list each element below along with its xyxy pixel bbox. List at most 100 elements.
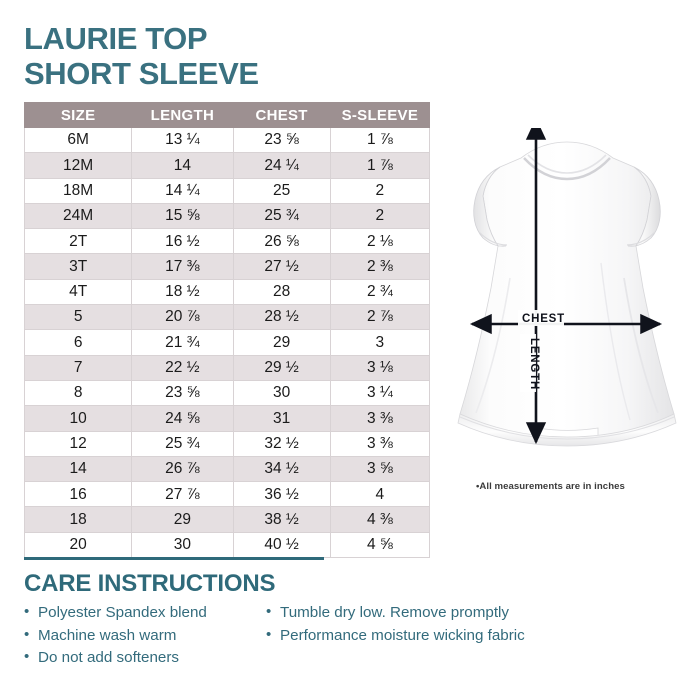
table-row: 18M 14 ¼ 25 2: [23, 177, 431, 204]
care-list-item: Tumble dry low. Remove promptly: [266, 601, 525, 625]
cell-length: 23 ⅝: [131, 379, 234, 407]
care-list-item: Performance moisture wicking fabric: [266, 624, 525, 648]
cell-length: 20 ⅞: [131, 304, 234, 331]
cell-sleeve: 4 ⅝: [329, 531, 431, 559]
cell-size: 8: [23, 379, 133, 407]
cell-chest: 40 ½: [232, 531, 331, 559]
table-row: 8 23 ⅝ 30 3 ¼: [23, 379, 431, 407]
page-title: LAURIE TOP SHORT SLEEVE: [24, 21, 259, 91]
cell-size: 7: [23, 354, 133, 381]
cell-chest: 27 ½: [232, 253, 331, 280]
cell-sleeve: 3 ⅛: [329, 354, 431, 381]
table-row: 10 24 ⅝ 31 3 ⅜: [23, 405, 431, 432]
cell-size: 3T: [23, 253, 133, 280]
cell-size: 6: [23, 329, 133, 356]
cell-chest: 31: [232, 405, 331, 432]
care-instructions-lists: Polyester Spandex blendMachine wash warm…: [24, 601, 664, 670]
garment-illustration: CHEST LENGTH: [438, 128, 696, 468]
cell-sleeve: 4: [329, 481, 431, 508]
table-header: SIZE LENGTH CHEST S-SLEEVE: [23, 102, 431, 128]
cell-sleeve: 2: [329, 202, 431, 230]
cell-length: 14: [131, 152, 234, 179]
chest-label: CHEST: [522, 313, 565, 325]
care-list-column-1: Polyester Spandex blendMachine wash warm…: [24, 601, 252, 670]
cell-length: 29: [131, 506, 234, 533]
cell-chest: 36 ½: [232, 481, 331, 508]
cell-length: 16 ½: [131, 228, 234, 255]
cell-length: 17 ⅜: [131, 253, 234, 280]
cell-size: 5: [23, 304, 133, 331]
cell-size: 4T: [23, 278, 133, 306]
cell-chest: 30: [232, 379, 331, 407]
cell-length: 27 ⅞: [131, 481, 234, 508]
cell-length: 21 ¾: [131, 329, 234, 356]
cell-length: 15 ⅝: [131, 202, 234, 230]
cell-sleeve: 3: [329, 329, 431, 356]
cell-size: 24M: [23, 202, 133, 230]
table-row: 6 21 ¾ 29 3: [23, 329, 431, 356]
table-header-row: SIZE LENGTH CHEST S-SLEEVE: [23, 102, 431, 128]
table-row: 4T 18 ½ 28 2 ¾: [23, 278, 431, 306]
cell-chest: 38 ½: [232, 506, 331, 533]
cell-sleeve: 4 ⅜: [329, 506, 431, 533]
cell-size: 16: [23, 481, 133, 508]
cell-sleeve: 3 ⅝: [329, 455, 431, 483]
cell-length: 13 ¼: [131, 126, 234, 154]
cell-chest: 28: [232, 278, 331, 306]
cell-chest: 29 ½: [232, 354, 331, 381]
cell-sleeve: 2: [329, 177, 431, 204]
cell-length: 22 ½: [131, 354, 234, 381]
cell-length: 14 ¼: [131, 177, 234, 204]
measurements-note: •All measurements are in inches: [476, 481, 625, 492]
care-section-divider: [24, 557, 324, 560]
cell-length: 24 ⅝: [131, 405, 234, 432]
care-list-column-2: Tumble dry low. Remove promptlyPerforman…: [266, 601, 525, 670]
column-header-chest: CHEST: [232, 102, 331, 128]
care-list-item: Do not add softeners: [24, 646, 252, 670]
cell-chest: 23 ⅝: [232, 126, 331, 154]
cell-length: 26 ⅞: [131, 455, 234, 483]
cell-size: 20: [23, 531, 133, 559]
cell-sleeve: 3 ¼: [329, 379, 431, 407]
cell-chest: 34 ½: [232, 455, 331, 483]
column-header-s-sleeve: S-SLEEVE: [329, 102, 431, 128]
cell-sleeve: 3 ⅜: [329, 430, 431, 457]
cell-length: 30: [131, 531, 234, 559]
column-header-length: LENGTH: [131, 102, 234, 128]
cell-sleeve: 2 ⅞: [329, 304, 431, 331]
cell-sleeve: 2 ⅛: [329, 228, 431, 255]
garment-body-shape: [457, 141, 677, 447]
cell-chest: 28 ½: [232, 304, 331, 331]
cell-chest: 25: [232, 177, 331, 204]
cell-size: 12M: [23, 152, 133, 179]
care-instructions-heading: CARE INSTRUCTIONS: [24, 570, 276, 597]
cell-chest: 24 ¼: [232, 152, 331, 179]
cell-size: 12: [23, 430, 133, 457]
cell-size: 18M: [23, 177, 133, 204]
cell-chest: 32 ½: [232, 430, 331, 457]
cell-size: 6M: [23, 126, 133, 154]
cell-chest: 25 ¾: [232, 202, 331, 230]
cell-sleeve: 2 ¾: [329, 278, 431, 306]
cell-sleeve: 1 ⅞: [329, 152, 431, 179]
length-label: LENGTH: [528, 338, 540, 390]
cell-sleeve: 3 ⅜: [329, 405, 431, 432]
care-list-item: Machine wash warm: [24, 624, 252, 648]
cell-length: 25 ¾: [131, 430, 234, 457]
cell-sleeve: 1 ⅞: [329, 126, 431, 154]
cell-size: 2T: [23, 228, 133, 255]
